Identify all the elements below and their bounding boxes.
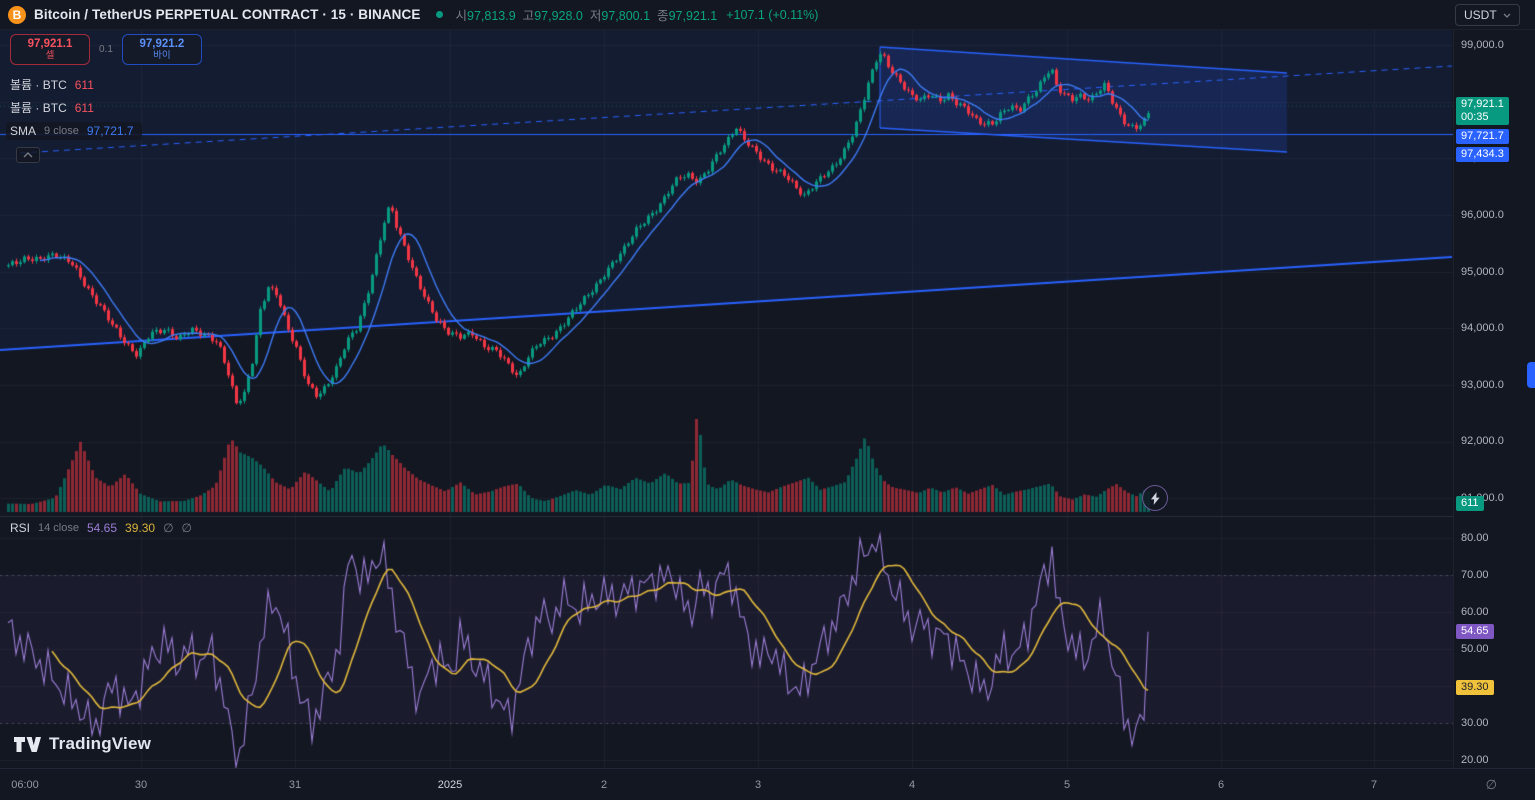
ohlc-readout: 시97,813.9 고97,928.0 저97,800.1 종97,921.1 … [455, 5, 818, 24]
close-label: 종 [657, 9, 669, 23]
change-value: +107.1 (+0.11%) [726, 7, 819, 22]
bar-countdown: 00:35 [1461, 111, 1489, 123]
volume-legend-value: 611 [74, 77, 94, 92]
time-label: 06:00 [11, 778, 39, 791]
open-label: 시 [455, 9, 467, 23]
sma-legend-params: 9 close [44, 125, 79, 137]
rsi-scale-label: 80.00 [1461, 532, 1489, 544]
price-scale-label: 99,000.0 [1461, 39, 1504, 51]
time-label: 30 [134, 778, 148, 791]
sma-price-badge: 97,721.7 [1456, 129, 1509, 144]
timezone-toggle-icon[interactable]: ∅ [1485, 776, 1497, 792]
volume-legend-1[interactable]: 볼륨 · BTC 611 [10, 76, 94, 93]
time-label: 4 [908, 778, 916, 791]
rsi-scale-label: 20.00 [1461, 754, 1489, 766]
chevron-up-icon [23, 152, 33, 158]
rsi-legend-params: 14 close [38, 522, 79, 534]
rsi-scale-label: 60.00 [1461, 606, 1489, 618]
top-toolbar: B Bitcoin / TetherUS PERPETUAL CONTRACT … [0, 0, 1535, 30]
rsi-signal-badge: 39.30 [1456, 680, 1494, 695]
rsi-scale-label: 50.00 [1461, 643, 1489, 655]
close-value: 97,921.1 [668, 9, 718, 23]
open-value: 97,813.9 [467, 9, 516, 23]
last-price-badge: 97,921.1 00:35 [1456, 97, 1509, 125]
time-label: 5 [1063, 778, 1071, 791]
high-value: 97,928.0 [534, 9, 583, 23]
pane-divider[interactable] [0, 516, 1535, 517]
price-scale-label: 96,000.0 [1461, 209, 1504, 221]
sell-price: 97,921.1 [27, 37, 73, 50]
symbol-title[interactable]: Bitcoin / TetherUS PERPETUAL CONTRACT · … [34, 7, 421, 22]
currency-dropdown[interactable]: USDT [1455, 4, 1520, 26]
order-panel: 97,921.1 셀 0.1 97,921.2 바이 [10, 34, 202, 65]
rsi-scale-label: 70.00 [1461, 569, 1489, 581]
price-scale-label: 95,000.0 [1461, 266, 1504, 278]
volume-badge: 611 [1456, 496, 1484, 511]
rsi-legend-signal: 39.30 [125, 521, 156, 535]
volume-legend-value: 611 [74, 100, 94, 115]
rsi-legend[interactable]: RSI 14 close 54.65 39.30 ∅ ∅ [10, 521, 192, 535]
tradingview-logo-text: TradingView [49, 734, 152, 753]
spread-value: 0.1 [99, 44, 113, 55]
volume-legend-label: 볼륨 · BTC [10, 101, 67, 115]
buy-price: 97,921.2 [139, 37, 185, 50]
rsi-value-badge: 54.65 [1456, 624, 1494, 639]
tradingview-logo-icon [14, 736, 41, 752]
price-scale-label: 93,000.0 [1461, 379, 1504, 391]
time-axis[interactable]: 06:00 30 31 2025 2 3 4 5 6 7 ∅ [0, 768, 1535, 800]
sma-legend[interactable]: SMA 9 close 97,721.7 [6, 122, 142, 140]
chevron-down-icon [1503, 13, 1511, 18]
buy-label: 바이 [153, 49, 171, 61]
buy-button[interactable]: 97,921.2 바이 [121, 34, 202, 65]
sma-legend-label: SMA [10, 124, 37, 138]
rsi-scale-label: 30.00 [1461, 717, 1489, 729]
sma-legend-value: 97,721.7 [86, 124, 134, 138]
low-label: 저 [589, 9, 602, 23]
hide-indicator-icon[interactable]: ∅ [163, 521, 174, 535]
time-label: 2 [600, 778, 608, 791]
collapse-legend-button[interactable] [16, 147, 40, 163]
price-scale-label: 94,000.0 [1461, 322, 1504, 334]
time-label: 7 [1370, 778, 1378, 791]
low-value: 97,800.1 [601, 9, 651, 23]
rsi-legend-label: RSI [10, 521, 31, 535]
indicator-settings-icon[interactable]: ∅ [181, 521, 192, 535]
volume-legend-label: 볼륨 · BTC [10, 78, 67, 92]
high-label: 고 [522, 9, 535, 23]
realtime-refresh-button[interactable] [1142, 485, 1168, 511]
lightning-icon [1150, 491, 1160, 505]
currency-label: USDT [1464, 8, 1497, 22]
price-scale-label: 92,000.0 [1461, 435, 1504, 447]
last-price-value: 97,921.1 [1461, 98, 1504, 110]
rsi-legend-value: 54.65 [87, 521, 118, 535]
time-label: 31 [288, 778, 302, 791]
side-panel-handle[interactable] [1527, 362, 1535, 388]
market-status-icon [436, 11, 444, 18]
time-label: 6 [1217, 778, 1225, 791]
hline-price-badge: 97,434.3 [1456, 147, 1509, 162]
bitcoin-icon: B [8, 5, 26, 24]
time-label-year: 2025 [437, 778, 463, 791]
chart-canvas[interactable] [0, 30, 1453, 768]
volume-legend-2[interactable]: 볼륨 · BTC 611 [10, 99, 94, 116]
tradingview-logo[interactable]: TradingView [14, 734, 151, 754]
price-scale[interactable]: 99,000.0 98,000.0 97,000.0 96,000.0 95,0… [1453, 30, 1535, 768]
time-label: 3 [754, 778, 762, 791]
sell-button[interactable]: 97,921.1 셀 [10, 34, 90, 65]
sell-label: 셀 [45, 49, 55, 61]
